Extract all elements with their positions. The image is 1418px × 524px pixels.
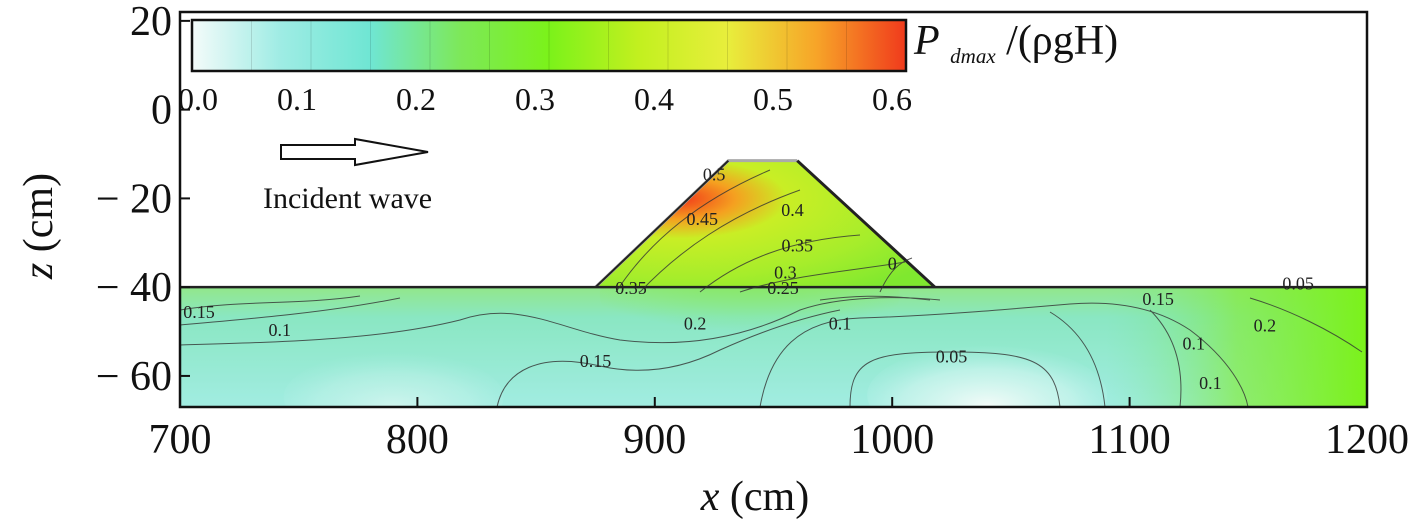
colorbar-label: P dmax /(ρgH): [913, 18, 1118, 73]
breakwater-sea-slope: [594, 159, 730, 288]
colorbar-tick-label: 0.1: [277, 81, 317, 117]
colorbar-tick-label: 0.6: [872, 81, 912, 117]
contour-line: [496, 309, 841, 407]
contour-label: 0.1: [1199, 373, 1222, 393]
contour-lines: [180, 169, 1363, 407]
y-axis-label: z (cm): [16, 173, 62, 280]
plot-frame: [178, 10, 1369, 409]
colorbar-dividers: [251, 21, 847, 70]
contour-label: 0.1: [268, 320, 291, 340]
colorbar-gradient: [192, 20, 906, 71]
seabed-right-green: [1105, 287, 1367, 407]
contour-line: [180, 295, 361, 311]
colorbar-tick-label: 0.4: [634, 81, 674, 117]
x-tick-label: 1000: [850, 417, 934, 463]
contour-line: [1249, 297, 1363, 353]
seabed-pale-left: [283, 352, 504, 407]
contour-line: [1049, 311, 1106, 407]
contour-line: [759, 302, 1249, 407]
contour-line: [639, 189, 801, 293]
contour-line: [180, 297, 401, 326]
contour-label: 0.5: [703, 165, 726, 185]
contour-label: 0.2: [684, 313, 707, 333]
contour-label: 0.1: [1182, 333, 1205, 353]
y-tick-label: − 20: [96, 176, 172, 222]
y-tick-label: − 60: [96, 354, 172, 400]
y-axis-ticks: 20 0 − 20 − 40 − 60: [96, 0, 190, 400]
x-tick-label: 1100: [1088, 417, 1170, 463]
x-axis-ticks: 700 800 900 1000 1100 1200: [149, 397, 1409, 463]
x-tick-label: 700: [149, 417, 212, 463]
contour-label: 0.1: [829, 313, 852, 333]
contour-line: [879, 257, 913, 293]
contour-label: 0.05: [1282, 273, 1314, 293]
contour-line: [739, 261, 906, 293]
contour-label: 0.35: [781, 236, 813, 256]
contour-label: 0.05: [936, 347, 968, 367]
contour-label: 0.35: [615, 278, 647, 298]
contour-labels: 0.5 0.45 0.4 0.35 0.3 0 0.35 0.25 0.15 0.05 0.15 0.…: [183, 165, 1314, 394]
colorbar-tick-label: 0.3: [515, 81, 555, 117]
arrow-icon: [280, 137, 429, 167]
breakwater-lee-slope: [796, 159, 936, 289]
colorbar: 0.0 0.1 0.2 0.3 0.4 0.5 0.6 P dmax /(ρgH): [178, 18, 1118, 117]
x-tick-label: 1200: [1325, 417, 1409, 463]
colorbar-tick-label: 0.0: [178, 81, 218, 117]
contour-label: 0.15: [580, 351, 612, 371]
contour-label: 0.25: [767, 278, 799, 298]
x-axis-label: x (cm): [700, 474, 809, 520]
y-tick-label: 20: [130, 0, 172, 45]
contour-label: 0.4: [781, 200, 804, 220]
x-tick-label: 900: [623, 417, 686, 463]
contour-label: 0.15: [1142, 289, 1174, 309]
colorbar-border: [190, 18, 908, 73]
y-tick-label: 0: [151, 88, 172, 134]
contour-label: 0.3: [774, 262, 797, 282]
contour-label: 0.45: [687, 209, 719, 229]
plot-area: 0.5 0.45 0.4 0.35 0.3 0 0.35 0.25 0.15 0.05 0.15 0.…: [180, 12, 1367, 407]
contour-line: [699, 234, 861, 293]
contour-label: 0.15: [183, 302, 215, 322]
colorbar-tick-label: 0.5: [753, 81, 793, 117]
colorbar-ticks: 0.0 0.1 0.2 0.3 0.4 0.5 0.6: [178, 81, 912, 117]
seabed-pressure-field: [180, 235, 1367, 407]
contour-line: [819, 295, 931, 301]
contour-line: [180, 297, 941, 346]
incident-wave-annotation: Incident wave: [263, 137, 432, 215]
contour-line: [615, 169, 771, 293]
contour-label: 0: [888, 253, 897, 273]
contour-label: 0.2: [1254, 316, 1277, 336]
x-tick-label: 800: [386, 417, 449, 463]
seabed-pale-region: [867, 345, 1108, 407]
y-tick-label: − 40: [96, 265, 172, 311]
contour-line: [1149, 309, 1182, 407]
colorbar-tick-label: 0.2: [396, 81, 436, 117]
incident-wave-label: Incident wave: [263, 182, 432, 215]
contour-line: [849, 351, 1061, 407]
